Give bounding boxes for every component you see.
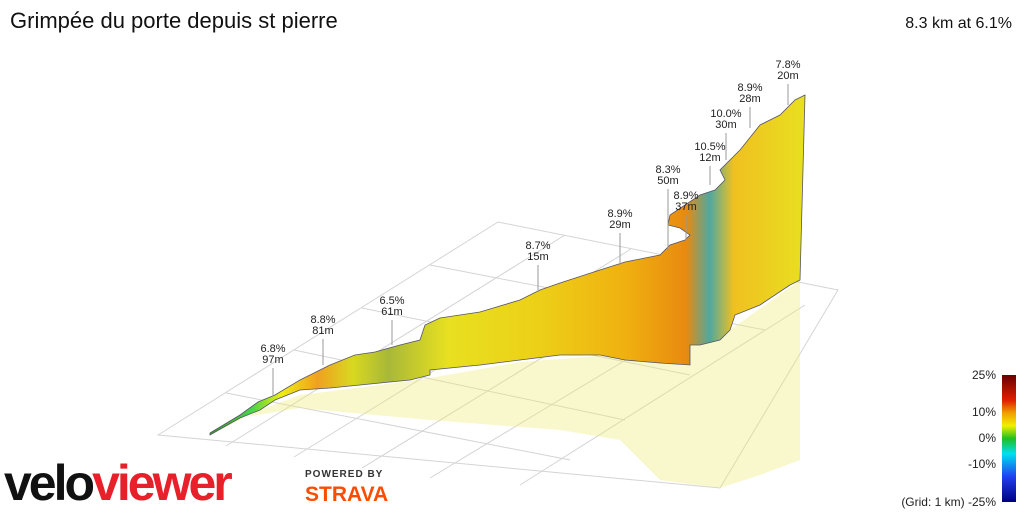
annotation-grade: 8.9% — [607, 208, 632, 220]
annotation-length: 81m — [312, 325, 333, 337]
annotation-grade: 8.3% — [655, 164, 680, 176]
reflection — [210, 280, 800, 488]
annotation-grade: 10.5% — [694, 141, 725, 153]
elevation-ribbon — [209, 94, 806, 436]
annotation-length: 20m — [777, 70, 798, 82]
legend-label: (Grid: 1 km) -25% — [901, 495, 996, 509]
title: Grimpée du porte depuis st pierre — [10, 8, 338, 33]
annotation-length: 30m — [715, 119, 736, 131]
summary: 8.3 km at 6.1% — [905, 15, 1012, 32]
annotation-grade: 6.5% — [379, 295, 404, 307]
legend-label: 0% — [979, 431, 997, 445]
annotation-length: 97m — [262, 354, 283, 366]
annotation-grade: 8.7% — [525, 240, 550, 252]
annotation-length: 12m — [699, 152, 720, 164]
grid-line — [519, 304, 806, 486]
annotation-grade: 8.9% — [673, 190, 698, 202]
annotation-length: 28m — [739, 93, 760, 105]
logo-part: velo — [4, 455, 94, 511]
grid-frame — [156, 221, 839, 489]
annotation-grade: 8.8% — [310, 314, 335, 326]
logo: veloviewer — [4, 455, 232, 511]
annotation-length: 29m — [609, 219, 630, 231]
legend-label: 25% — [972, 368, 996, 382]
annotation-length: 37m — [675, 201, 696, 213]
annotation-length: 15m — [527, 251, 548, 263]
annotation-grade: 8.9% — [737, 82, 762, 94]
annotation-grade: 7.8% — [775, 59, 800, 71]
strava-logo: STRAVA — [305, 483, 388, 506]
colorbar — [1002, 375, 1016, 502]
grid-line — [225, 392, 571, 461]
logo-part: viewer — [92, 455, 232, 511]
legend-label: 10% — [972, 405, 996, 419]
annotation-grade: 10.0% — [710, 108, 741, 120]
legend-label: -10% — [968, 457, 996, 471]
annotation-length: 50m — [657, 175, 678, 187]
grid-line — [225, 234, 566, 447]
powered-by: POWERED BY — [305, 469, 383, 480]
annotation-length: 61m — [381, 306, 402, 318]
annotation-grade: 6.8% — [260, 343, 285, 355]
